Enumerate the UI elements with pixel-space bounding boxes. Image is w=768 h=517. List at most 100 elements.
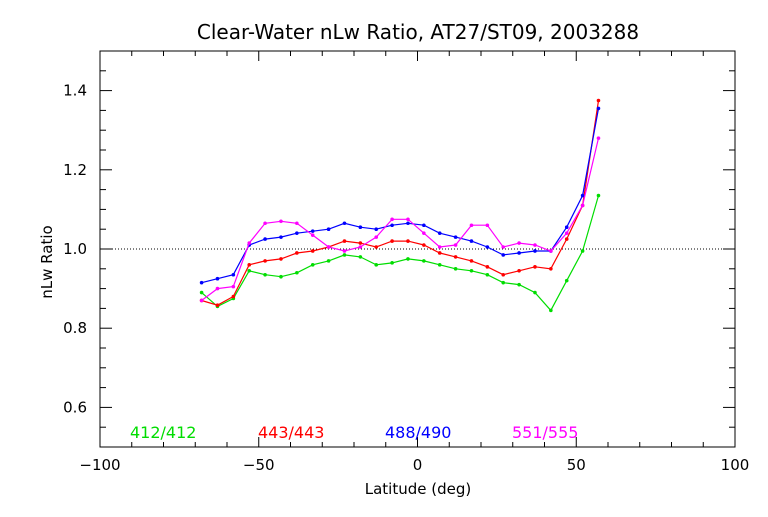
data-point	[469, 239, 474, 243]
data-point	[549, 308, 553, 313]
x-axis-label: Latitude (deg)	[365, 480, 471, 498]
data-point	[406, 217, 410, 222]
series-551-555	[199, 136, 601, 303]
data-point	[485, 272, 490, 277]
series-line-412-412	[201, 195, 600, 312]
data-point	[342, 221, 347, 226]
data-point	[247, 241, 252, 245]
y-tick-label: 0.6	[63, 398, 87, 416]
data-point	[596, 106, 601, 111]
x-tick-label: −100	[79, 456, 120, 474]
data-point	[263, 221, 267, 226]
data-point	[263, 259, 267, 263]
data-point	[437, 251, 442, 255]
y-axis-label: nLw Ratio	[38, 225, 56, 298]
plot-frame	[99, 50, 736, 448]
data-point	[263, 272, 267, 277]
data-point	[279, 235, 283, 239]
data-point	[437, 245, 442, 249]
series-line-488-490	[201, 108, 600, 284]
data-point	[279, 274, 283, 279]
data-point	[215, 276, 220, 281]
data-point	[596, 193, 601, 198]
data-point	[358, 245, 363, 249]
y-tick-label: 1.2	[63, 161, 87, 179]
data-point	[406, 221, 410, 226]
data-point	[326, 227, 331, 231]
data-point	[501, 253, 506, 257]
x-tick-label: 50	[567, 456, 586, 474]
data-point	[453, 243, 458, 247]
data-point	[295, 221, 299, 226]
data-point	[279, 257, 283, 261]
series-group	[199, 98, 601, 313]
data-point	[517, 282, 521, 287]
series-line-551-555	[201, 137, 600, 301]
data-point	[549, 249, 553, 253]
data-point	[580, 193, 585, 198]
data-point	[437, 263, 442, 267]
x-tick-label: 0	[413, 456, 423, 474]
data-point	[533, 290, 537, 295]
data-point	[199, 298, 204, 303]
data-point	[422, 243, 426, 247]
legend-entry: 412/412	[130, 423, 196, 442]
data-point	[596, 98, 601, 103]
data-point	[501, 280, 506, 285]
data-point	[263, 237, 267, 241]
data-point	[501, 245, 506, 249]
data-point	[390, 217, 394, 222]
data-point	[231, 272, 236, 277]
legend: 412/412 443/443 488/490 551/555	[130, 423, 578, 442]
data-point	[453, 255, 458, 259]
data-point	[596, 136, 601, 140]
data-point	[517, 251, 521, 255]
y-tick-label: 1.4	[63, 82, 87, 100]
data-point	[485, 223, 490, 228]
legend-entry: 551/555	[512, 423, 578, 442]
data-point	[422, 223, 426, 228]
data-point	[422, 231, 426, 235]
data-point	[310, 233, 315, 237]
data-point	[469, 268, 474, 273]
chart-title: Clear-Water nLw Ratio, AT27/ST09, 200328…	[197, 20, 639, 44]
data-point	[533, 265, 537, 269]
data-point	[279, 219, 283, 224]
data-point	[326, 259, 331, 263]
y-tick-label: 0.8	[63, 319, 87, 337]
data-point	[295, 231, 299, 235]
axes: −100 −50 0 50 100 0.6 0.8 1.0 1.2 1.4	[63, 50, 750, 474]
data-point	[517, 268, 521, 273]
data-point	[469, 259, 474, 263]
data-point	[406, 239, 410, 243]
data-point	[199, 290, 204, 295]
x-tick-label: 100	[721, 456, 750, 474]
data-point	[310, 249, 315, 253]
data-point	[358, 241, 363, 245]
legend-entry: 443/443	[258, 423, 324, 442]
data-point	[390, 239, 394, 243]
data-point	[549, 267, 553, 271]
x-tick-label: −50	[243, 456, 275, 474]
data-point	[485, 245, 490, 249]
data-point	[215, 303, 220, 308]
data-point	[215, 286, 220, 291]
data-point	[374, 245, 379, 249]
series-line-443-443	[201, 100, 600, 306]
data-point	[374, 263, 379, 267]
data-point	[247, 268, 252, 273]
series-412-412	[199, 193, 601, 313]
data-point	[231, 294, 236, 299]
data-point	[564, 231, 569, 235]
data-point	[533, 249, 537, 253]
data-point	[580, 203, 585, 208]
data-point	[231, 284, 236, 289]
y-tick-label: 1.0	[63, 240, 87, 258]
data-point	[533, 243, 537, 247]
data-point	[310, 229, 315, 233]
data-point	[342, 253, 347, 257]
data-point	[501, 272, 506, 277]
data-point	[295, 251, 299, 255]
